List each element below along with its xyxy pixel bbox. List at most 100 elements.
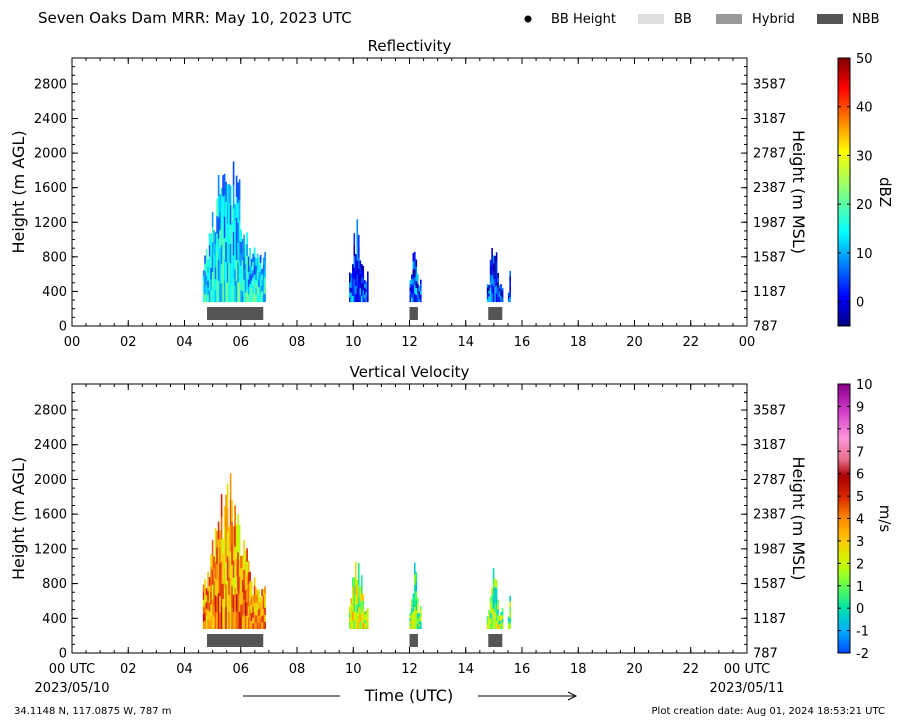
data-cell: [256, 293, 259, 303]
data-cell: [264, 621, 266, 629]
colorbar-cell: [838, 601, 850, 605]
data-cell: [235, 196, 238, 218]
data-cell: [207, 294, 209, 303]
colorbar: -2 -1 0 1 2 3 4 5 6 7 8 9 10 m/s: [837, 378, 894, 662]
data-cell: [244, 282, 247, 293]
data-cell: [237, 514, 239, 534]
data-cell: [498, 626, 501, 629]
data-cell: [262, 622, 265, 629]
data-cell: [216, 612, 218, 629]
y-tick-label-right: 3187: [753, 438, 786, 453]
data-cell: [362, 594, 365, 601]
colorbar-cell: [838, 261, 850, 264]
colorbar-cell: [838, 216, 850, 220]
data-cell: [252, 277, 254, 286]
data-cell: [356, 288, 359, 303]
data-cell: [349, 287, 351, 293]
data-cell: [222, 553, 224, 569]
colorbar-cell: [838, 66, 850, 70]
colorbar-tick-label: -1: [856, 625, 869, 640]
data-cell: [352, 264, 354, 271]
data-cell: [412, 593, 415, 600]
colorbar-cell: [838, 543, 850, 546]
y-axis-label-right: Height (m MSL): [789, 130, 808, 254]
colorbar-cell: [838, 183, 850, 186]
data-cell: [226, 184, 229, 205]
data-cell: [415, 609, 418, 620]
data-cell: [225, 517, 227, 540]
colorbar-cell: [838, 259, 850, 262]
data-cell: [219, 546, 221, 564]
data-cell: [491, 292, 493, 303]
data-cell: [244, 550, 247, 564]
data-cell: [364, 623, 366, 627]
colorbar-cell: [838, 610, 850, 614]
colorbar-cell: [838, 395, 850, 398]
data-cell: [417, 287, 419, 293]
colorbar-cell: [838, 212, 850, 215]
data-cell: [501, 299, 504, 303]
data-cell: [208, 602, 211, 612]
data-cell: [258, 615, 260, 623]
colorbar-cell: [838, 122, 850, 126]
colorbar-cell: [838, 632, 850, 636]
data-segment: [409, 562, 422, 629]
data-cell: [261, 274, 263, 281]
colorbar-cell: [838, 109, 850, 112]
data-cell: [210, 290, 212, 303]
data-cell: [246, 244, 248, 256]
data-cell: [501, 292, 504, 296]
data-segment: [507, 270, 511, 303]
data-cell: [249, 283, 251, 294]
x-tick-label: 02: [120, 335, 137, 350]
data-cell: [501, 287, 504, 291]
y-tick-label-right: 787: [753, 647, 778, 662]
colorbar-cell: [838, 574, 850, 578]
colorbar-cell: [838, 433, 850, 436]
data-cell: [359, 621, 362, 629]
data-cell: [207, 266, 209, 274]
data-cell: [417, 602, 419, 609]
data-cell: [507, 297, 510, 299]
colorbar-cell: [838, 265, 850, 269]
data-cell: [244, 254, 247, 264]
data-cell: [204, 294, 206, 303]
y-tick-label-right: 1587: [753, 577, 786, 592]
data-cell: [358, 585, 360, 597]
data-cell: [497, 287, 499, 293]
data-cell: [349, 625, 351, 629]
data-cell: [349, 617, 351, 622]
data-cell: [253, 603, 256, 612]
colorbar-cell: [838, 496, 850, 499]
data-cell: [216, 233, 218, 251]
data-cell: [238, 240, 241, 262]
data-cell: [498, 296, 501, 300]
data-cell: [237, 222, 239, 243]
colorbar-cell: [838, 323, 850, 327]
data-cell: [415, 600, 418, 611]
colorbar-cell: [838, 120, 850, 124]
y-tick-label: 400: [42, 612, 67, 627]
data-cell: [350, 623, 353, 629]
data-cell: [232, 184, 235, 209]
data-cell: [353, 267, 356, 280]
data-cell: [217, 575, 220, 594]
data-cell: [231, 585, 233, 608]
colorbar-cell: [838, 531, 850, 535]
colorbar-cell: [838, 176, 850, 179]
data-cell: [420, 279, 422, 284]
data-cell: [261, 285, 263, 292]
data-cell: [208, 585, 211, 595]
colorbar-cell: [838, 635, 850, 638]
colorbar-cell: [838, 563, 850, 566]
data-cell: [364, 280, 366, 284]
data-cell: [415, 619, 418, 629]
data-cell: [255, 279, 257, 288]
data-cell: [255, 265, 257, 273]
data-cell: [210, 554, 212, 568]
data-cell: [262, 279, 265, 288]
y-tick-label-right: 1187: [753, 285, 786, 300]
data-cell: [417, 597, 419, 604]
data-cell: [509, 291, 511, 297]
data-cell: [210, 579, 212, 592]
